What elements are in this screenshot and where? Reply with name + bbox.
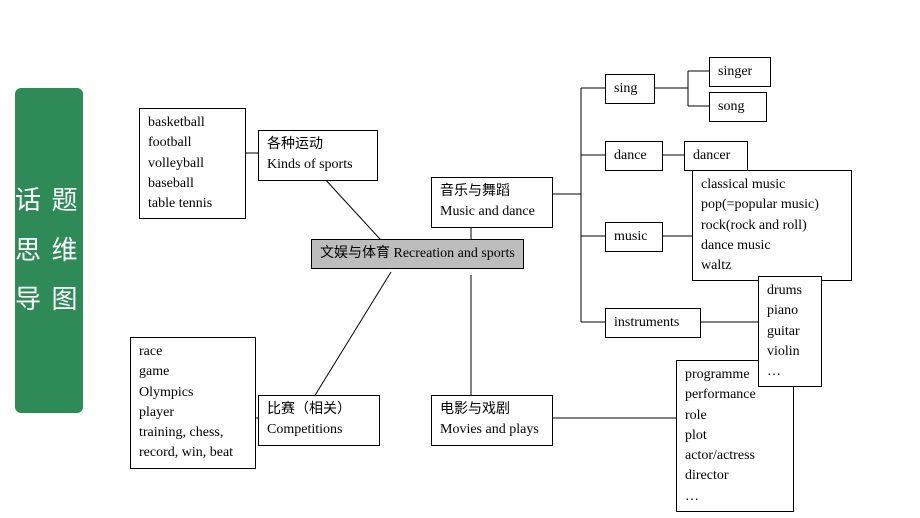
instruments-list: drums piano guitar violin … bbox=[758, 276, 822, 387]
instruments-node: instruments bbox=[605, 308, 701, 338]
dancer-node: dancer bbox=[684, 141, 748, 171]
sidebar-text: 话 题 思 维 导 图 bbox=[15, 176, 83, 324]
singer-node: singer bbox=[709, 57, 771, 87]
song-node: song bbox=[709, 92, 767, 122]
music-node: music bbox=[605, 222, 663, 252]
dance-node: dance bbox=[605, 141, 663, 171]
competitions-list: race game Olympics player training, ches… bbox=[130, 337, 256, 469]
music-list: classical music pop(=popular music) rock… bbox=[692, 170, 852, 281]
kinds-list: basketball football volleyball baseball … bbox=[139, 108, 246, 219]
sing-node: sing bbox=[605, 74, 655, 104]
music-dance-label: 音乐与舞蹈 Music and dance bbox=[431, 177, 553, 228]
center-node: 文娱与体育 Recreation and sports bbox=[311, 239, 524, 269]
sidebar-title: 话 题 思 维 导 图 bbox=[15, 88, 83, 413]
movies-label: 电影与戏剧 Movies and plays bbox=[431, 395, 553, 446]
kinds-label: 各种运动 Kinds of sports bbox=[258, 130, 378, 181]
competitions-label: 比赛（相关） Competitions bbox=[258, 395, 380, 446]
